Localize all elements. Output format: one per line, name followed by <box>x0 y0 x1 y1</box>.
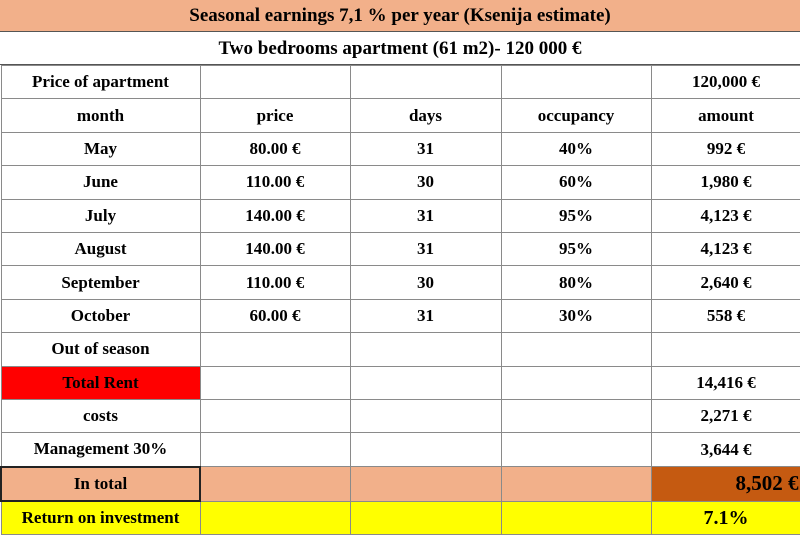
earnings-table: Price of apartment 120,000 € month price… <box>0 64 800 535</box>
price-of-apartment-amount: 120,000 € <box>650 64 800 100</box>
table-row: Total Rent 14,416 € <box>0 365 800 400</box>
amount-cell: 1,980 € <box>650 165 800 200</box>
table-row: September 110.00 € 30 80% 2,640 € <box>0 265 800 300</box>
month-cell: August <box>0 231 201 267</box>
amount-cell: 992 € <box>650 131 800 167</box>
table-row: May 80.00 € 31 40% 992 € <box>0 131 800 167</box>
month-cell: October <box>0 298 201 334</box>
occupancy-cell: 60% <box>500 165 652 200</box>
management-label: Management 30% <box>0 432 201 468</box>
days-cell: 31 <box>349 198 502 233</box>
header-amount: amount <box>650 98 800 133</box>
price-cell: 140.00 € <box>199 231 351 267</box>
price-cell: 60.00 € <box>199 298 351 334</box>
sheet-title: Seasonal earnings 7,1 % per year (Ksenij… <box>0 0 800 32</box>
out-of-season-label: Out of season <box>0 332 201 367</box>
price-cell: 80.00 € <box>199 131 351 167</box>
table-row: October 60.00 € 31 30% 558 € <box>0 298 800 334</box>
total-rent-label: Total Rent <box>0 365 201 400</box>
header-price: price <box>199 98 351 133</box>
month-cell: September <box>0 265 201 300</box>
table-row: Return on investment 7.1% <box>0 500 800 535</box>
occupancy-cell: 95% <box>500 198 652 233</box>
occupancy-cell: 95% <box>500 231 652 267</box>
month-cell: June <box>0 165 201 200</box>
table-row: costs 2,271 € <box>0 398 800 434</box>
month-cell: July <box>0 198 201 233</box>
price-cell: 140.00 € <box>199 198 351 233</box>
amount-cell: 4,123 € <box>650 198 800 233</box>
header-occupancy: occupancy <box>500 98 652 133</box>
in-total-amount: 8,502 € <box>650 466 800 502</box>
month-cell: May <box>0 131 201 167</box>
header-days: days <box>349 98 502 133</box>
occupancy-cell: 80% <box>500 265 652 300</box>
days-cell: 31 <box>349 231 502 267</box>
table-row: Price of apartment 120,000 € <box>0 64 800 100</box>
days-cell: 31 <box>349 131 502 167</box>
price-cell: 110.00 € <box>199 265 351 300</box>
table-row: August 140.00 € 31 95% 4,123 € <box>0 231 800 267</box>
total-rent-amount: 14,416 € <box>650 365 800 400</box>
price-of-apartment-label: Price of apartment <box>0 64 201 100</box>
header-row: month price days occupancy amount <box>0 98 800 133</box>
days-cell: 30 <box>349 265 502 300</box>
table-row: June 110.00 € 30 60% 1,980 € <box>0 165 800 200</box>
table-row: Management 30% 3,644 € <box>0 432 800 468</box>
costs-label: costs <box>0 398 201 434</box>
amount-cell: 2,640 € <box>650 265 800 300</box>
amount-cell: 4,123 € <box>650 231 800 267</box>
occupancy-cell: 40% <box>500 131 652 167</box>
sheet-subtitle: Two bedrooms apartment (61 m2)- 120 000 … <box>0 32 800 65</box>
management-amount: 3,644 € <box>650 432 800 468</box>
roi-label: Return on investment <box>0 500 201 535</box>
occupancy-cell: 30% <box>500 298 652 334</box>
days-cell: 31 <box>349 298 502 334</box>
amount-cell: 558 € <box>650 298 800 334</box>
table-row: In total 8,502 € <box>0 465 800 503</box>
price-cell: 110.00 € <box>199 165 351 200</box>
costs-amount: 2,271 € <box>650 398 800 434</box>
header-month: month <box>0 98 201 133</box>
in-total-label: In total <box>0 465 201 503</box>
table-row: July 140.00 € 31 95% 4,123 € <box>0 198 800 233</box>
days-cell: 30 <box>349 165 502 200</box>
roi-amount: 7.1% <box>650 500 800 535</box>
table-row: Out of season <box>0 332 800 367</box>
